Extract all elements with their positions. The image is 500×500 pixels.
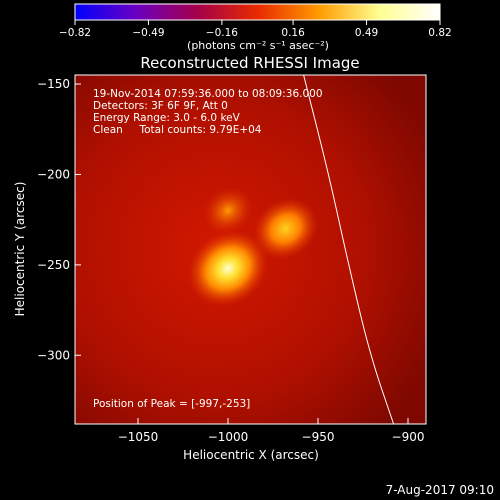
plot-frame (74, 74, 427, 425)
info-line-energy: Energy Range: 3.0 - 6.0 keV (93, 112, 241, 124)
y-tick-label-1: −200 (37, 167, 70, 181)
emission-sources (187, 187, 319, 307)
chart-title: Reconstructed RHESSI Image (140, 54, 359, 72)
colorbar-unit-label: (photons cm⁻² s⁻¹ asec⁻²) (187, 39, 329, 52)
y-tick-label-3: −300 (37, 348, 70, 362)
y-axis-label: Heliocentric Y (arcsec) (13, 182, 27, 317)
date-stamp: 7-Aug-2017 09:10 (386, 483, 494, 497)
colorbar-tick-label-3: 0.16 (281, 27, 305, 39)
y-tick-label-2: −250 (37, 258, 70, 272)
observation-info: 19-Nov-2014 07:59:36.000 to 08:09:36.000… (93, 88, 323, 136)
colorbar (74, 3, 441, 21)
colorbar-tick-label-0: −0.82 (59, 27, 91, 39)
colorbar-tick-label-2: −0.16 (206, 27, 238, 39)
solar-limb-curve (303, 75, 395, 424)
source-main (187, 230, 269, 307)
colorbar-tick-label-4: 0.49 (355, 27, 378, 39)
x-axis-label: Heliocentric X (arcsec) (183, 448, 319, 462)
peak-position-label: Position of Peak = [-997,-253] (93, 398, 250, 410)
info-line-clean: Clean Total counts: 9.79E+04 (93, 124, 262, 136)
info-line-detectors: Detectors: 3F 6F 9F, Att 0 (93, 100, 228, 112)
image-area (75, 75, 426, 424)
x-tick-label-2: −950 (302, 430, 335, 444)
x-tick-label-1: −1000 (208, 430, 249, 444)
colorbar-tick-label-5: 0.82 (428, 27, 451, 39)
source-secondary (253, 198, 319, 260)
x-tick-label-0: −1050 (118, 430, 159, 444)
y-tick-label-0: −150 (37, 77, 70, 91)
source-upper-left (203, 187, 253, 235)
info-line-time: 19-Nov-2014 07:59:36.000 to 08:09:36.000 (93, 88, 323, 100)
colorbar-tick-label-1: −0.49 (132, 27, 164, 39)
x-tick-label-3: −900 (392, 430, 425, 444)
x-axis-ticks: −1050 −1000 −950 −900 (118, 418, 425, 444)
colorbar-ticks: −0.82 −0.49 −0.16 0.16 0.49 0.82 (59, 20, 452, 39)
y-axis-ticks: −150 −200 −250 −300 (37, 77, 81, 362)
